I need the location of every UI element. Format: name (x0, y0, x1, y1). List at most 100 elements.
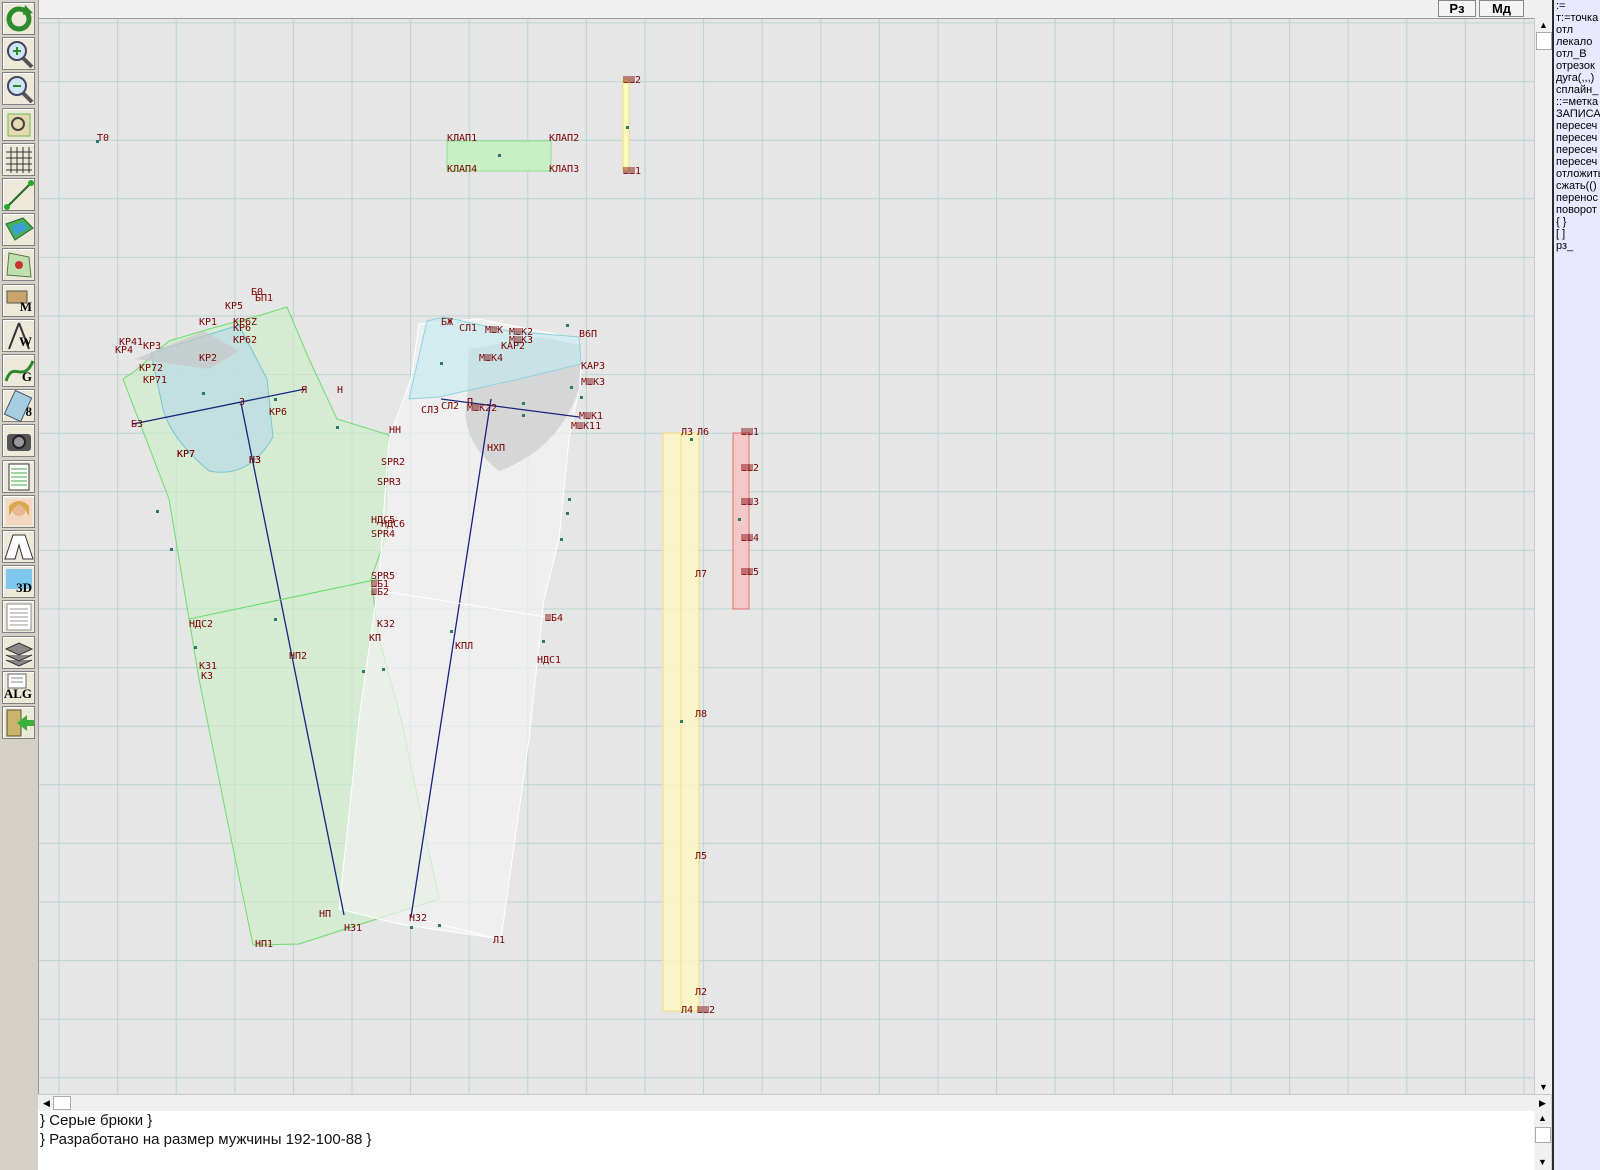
helper-lines (368, 588, 560, 940)
point-label: КП (369, 633, 381, 644)
back-yoke-shape (135, 331, 239, 369)
front-facing-shape (408, 316, 582, 400)
scroll-down-arrow[interactable]: ▼ (1539, 1082, 1548, 1092)
point-marker (202, 392, 205, 395)
point-marker (568, 498, 571, 501)
point-label: МШК22 (467, 403, 497, 414)
command-item[interactable]: сплайн_ (1556, 84, 1599, 96)
command-item[interactable]: пересеч (1556, 144, 1598, 156)
scroll-right-arrow[interactable]: ▶ (1539, 1098, 1546, 1108)
command-item[interactable]: := (1556, 0, 1566, 12)
command-item[interactable]: [ ] (1556, 228, 1566, 240)
layers-button[interactable] (2, 635, 35, 669)
view-3d-button[interactable]: 3D (2, 565, 35, 599)
point-label: КР62 (233, 335, 257, 346)
scroll-up-arrow[interactable]: ▲ (1539, 20, 1548, 30)
point-marker (440, 362, 443, 365)
vertical-scrollbar[interactable]: ▲ ▼ (1534, 18, 1552, 1094)
yellow-strip-top (622, 78, 630, 172)
left-toolbar: M W G 8 3D ALG (0, 0, 39, 1170)
command-item[interactable]: рз_ (1556, 240, 1574, 252)
point-label: КЛАП4 (447, 164, 477, 175)
command-item[interactable]: пересеч (1556, 132, 1598, 144)
console-scroll-down[interactable]: ▼ (1538, 1157, 1547, 1167)
md-button[interactable]: Мд (1479, 0, 1524, 17)
point-label: КР5 (225, 301, 243, 312)
refresh-button[interactable] (2, 2, 35, 35)
curve-button[interactable]: G (2, 354, 35, 387)
command-item[interactable]: отрезок (1556, 60, 1595, 72)
point-label: НДС5 (371, 515, 395, 526)
point-label: ШШ2 (741, 463, 759, 474)
drawing-canvas[interactable]: Т0 КЛАП1 КЛАП2 КЛАП3 КЛАП4 ШШ2 ШШ1 Б0 БП1 КР5 КР6 К… (38, 18, 1535, 1095)
point-marker (194, 646, 197, 649)
rz-button[interactable]: Рз (1438, 0, 1476, 17)
command-item[interactable]: пересеч (1556, 120, 1598, 132)
exit-icon (6, 709, 34, 737)
command-item[interactable]: поворот (1556, 204, 1597, 216)
point-label: СЛ3 (421, 405, 439, 416)
command-item[interactable]: отл_В (1556, 48, 1587, 60)
grid-button[interactable] (2, 142, 35, 176)
point-label: БЖ (441, 317, 453, 328)
point-label: КЗ (201, 671, 213, 682)
point-marker (336, 426, 339, 429)
horizontal-scrollbar[interactable]: ◀ ▶ (38, 1094, 1551, 1111)
exit-button[interactable] (2, 706, 35, 739)
algorithm-icon (7, 673, 27, 689)
scroll-thumb-h[interactable] (53, 1096, 71, 1110)
point-label: Л5 (695, 851, 707, 862)
model-photo-button[interactable] (2, 494, 35, 528)
scroll-thumb[interactable] (1536, 32, 1552, 50)
refresh-icon (6, 5, 33, 32)
measure-button[interactable]: M (2, 283, 35, 317)
pattern-button[interactable] (2, 248, 35, 282)
command-item[interactable]: ЗАПИСАТЬ (1556, 108, 1600, 120)
pattern-icon (6, 252, 32, 278)
compass-button[interactable]: W (2, 318, 35, 352)
command-item[interactable]: лекало (1556, 36, 1593, 48)
point-marker (542, 640, 545, 643)
command-item[interactable]: пересеч (1556, 156, 1598, 168)
ruler-button[interactable]: 8 (2, 389, 35, 423)
tool-label: W (19, 333, 32, 349)
point-marker (560, 538, 563, 541)
jacket-button[interactable] (2, 530, 35, 563)
command-item[interactable]: ::=метка (1556, 96, 1599, 108)
table-button[interactable] (2, 459, 35, 493)
command-item[interactable]: перенос (1556, 192, 1599, 204)
command-item[interactable]: т:=точка (1556, 12, 1599, 24)
command-item[interactable]: сжать(() (1556, 180, 1597, 192)
map-button[interactable] (2, 213, 35, 247)
command-item[interactable]: дуга(,,,) (1556, 72, 1595, 84)
zoom-in-button[interactable] (2, 37, 35, 71)
command-item[interactable]: отл (1556, 24, 1574, 36)
point-label: КАР2 (501, 341, 525, 352)
command-item[interactable]: отложить (1556, 168, 1600, 180)
point-markers (96, 126, 741, 929)
command-item[interactable]: { } (1556, 216, 1567, 228)
document-button[interactable] (2, 600, 35, 634)
point-label: МШК3 (581, 377, 605, 388)
zoom-out-button[interactable] (2, 72, 35, 106)
console-scroll-thumb[interactable] (1535, 1127, 1551, 1143)
point-label: МШК1 (579, 411, 603, 422)
point-label: Л1 (493, 935, 505, 946)
point-label: СЛ1 (459, 323, 477, 334)
algorithm-button[interactable]: ALG (2, 670, 35, 704)
zoom-fit-icon (7, 113, 31, 137)
top-strip: Рз Мд (38, 0, 1552, 18)
line-tool-button[interactable] (2, 178, 35, 211)
point-label: ШШ2 (697, 1005, 715, 1016)
scroll-left-arrow[interactable]: ◀ (43, 1098, 50, 1108)
console-scrollbar[interactable]: ▲ ▼ (1534, 1111, 1551, 1170)
point-marker (362, 670, 365, 673)
point-label: КР71 (143, 375, 167, 386)
camera-button[interactable] (2, 424, 35, 458)
point-marker (580, 396, 583, 399)
point-label: Л4 (681, 1005, 693, 1016)
layers-icon (4, 642, 34, 667)
console-output[interactable]: } Серые брюки } } Разработано на размер … (38, 1111, 1534, 1170)
console-scroll-up[interactable]: ▲ (1538, 1113, 1547, 1123)
zoom-fit-button[interactable] (2, 107, 35, 141)
